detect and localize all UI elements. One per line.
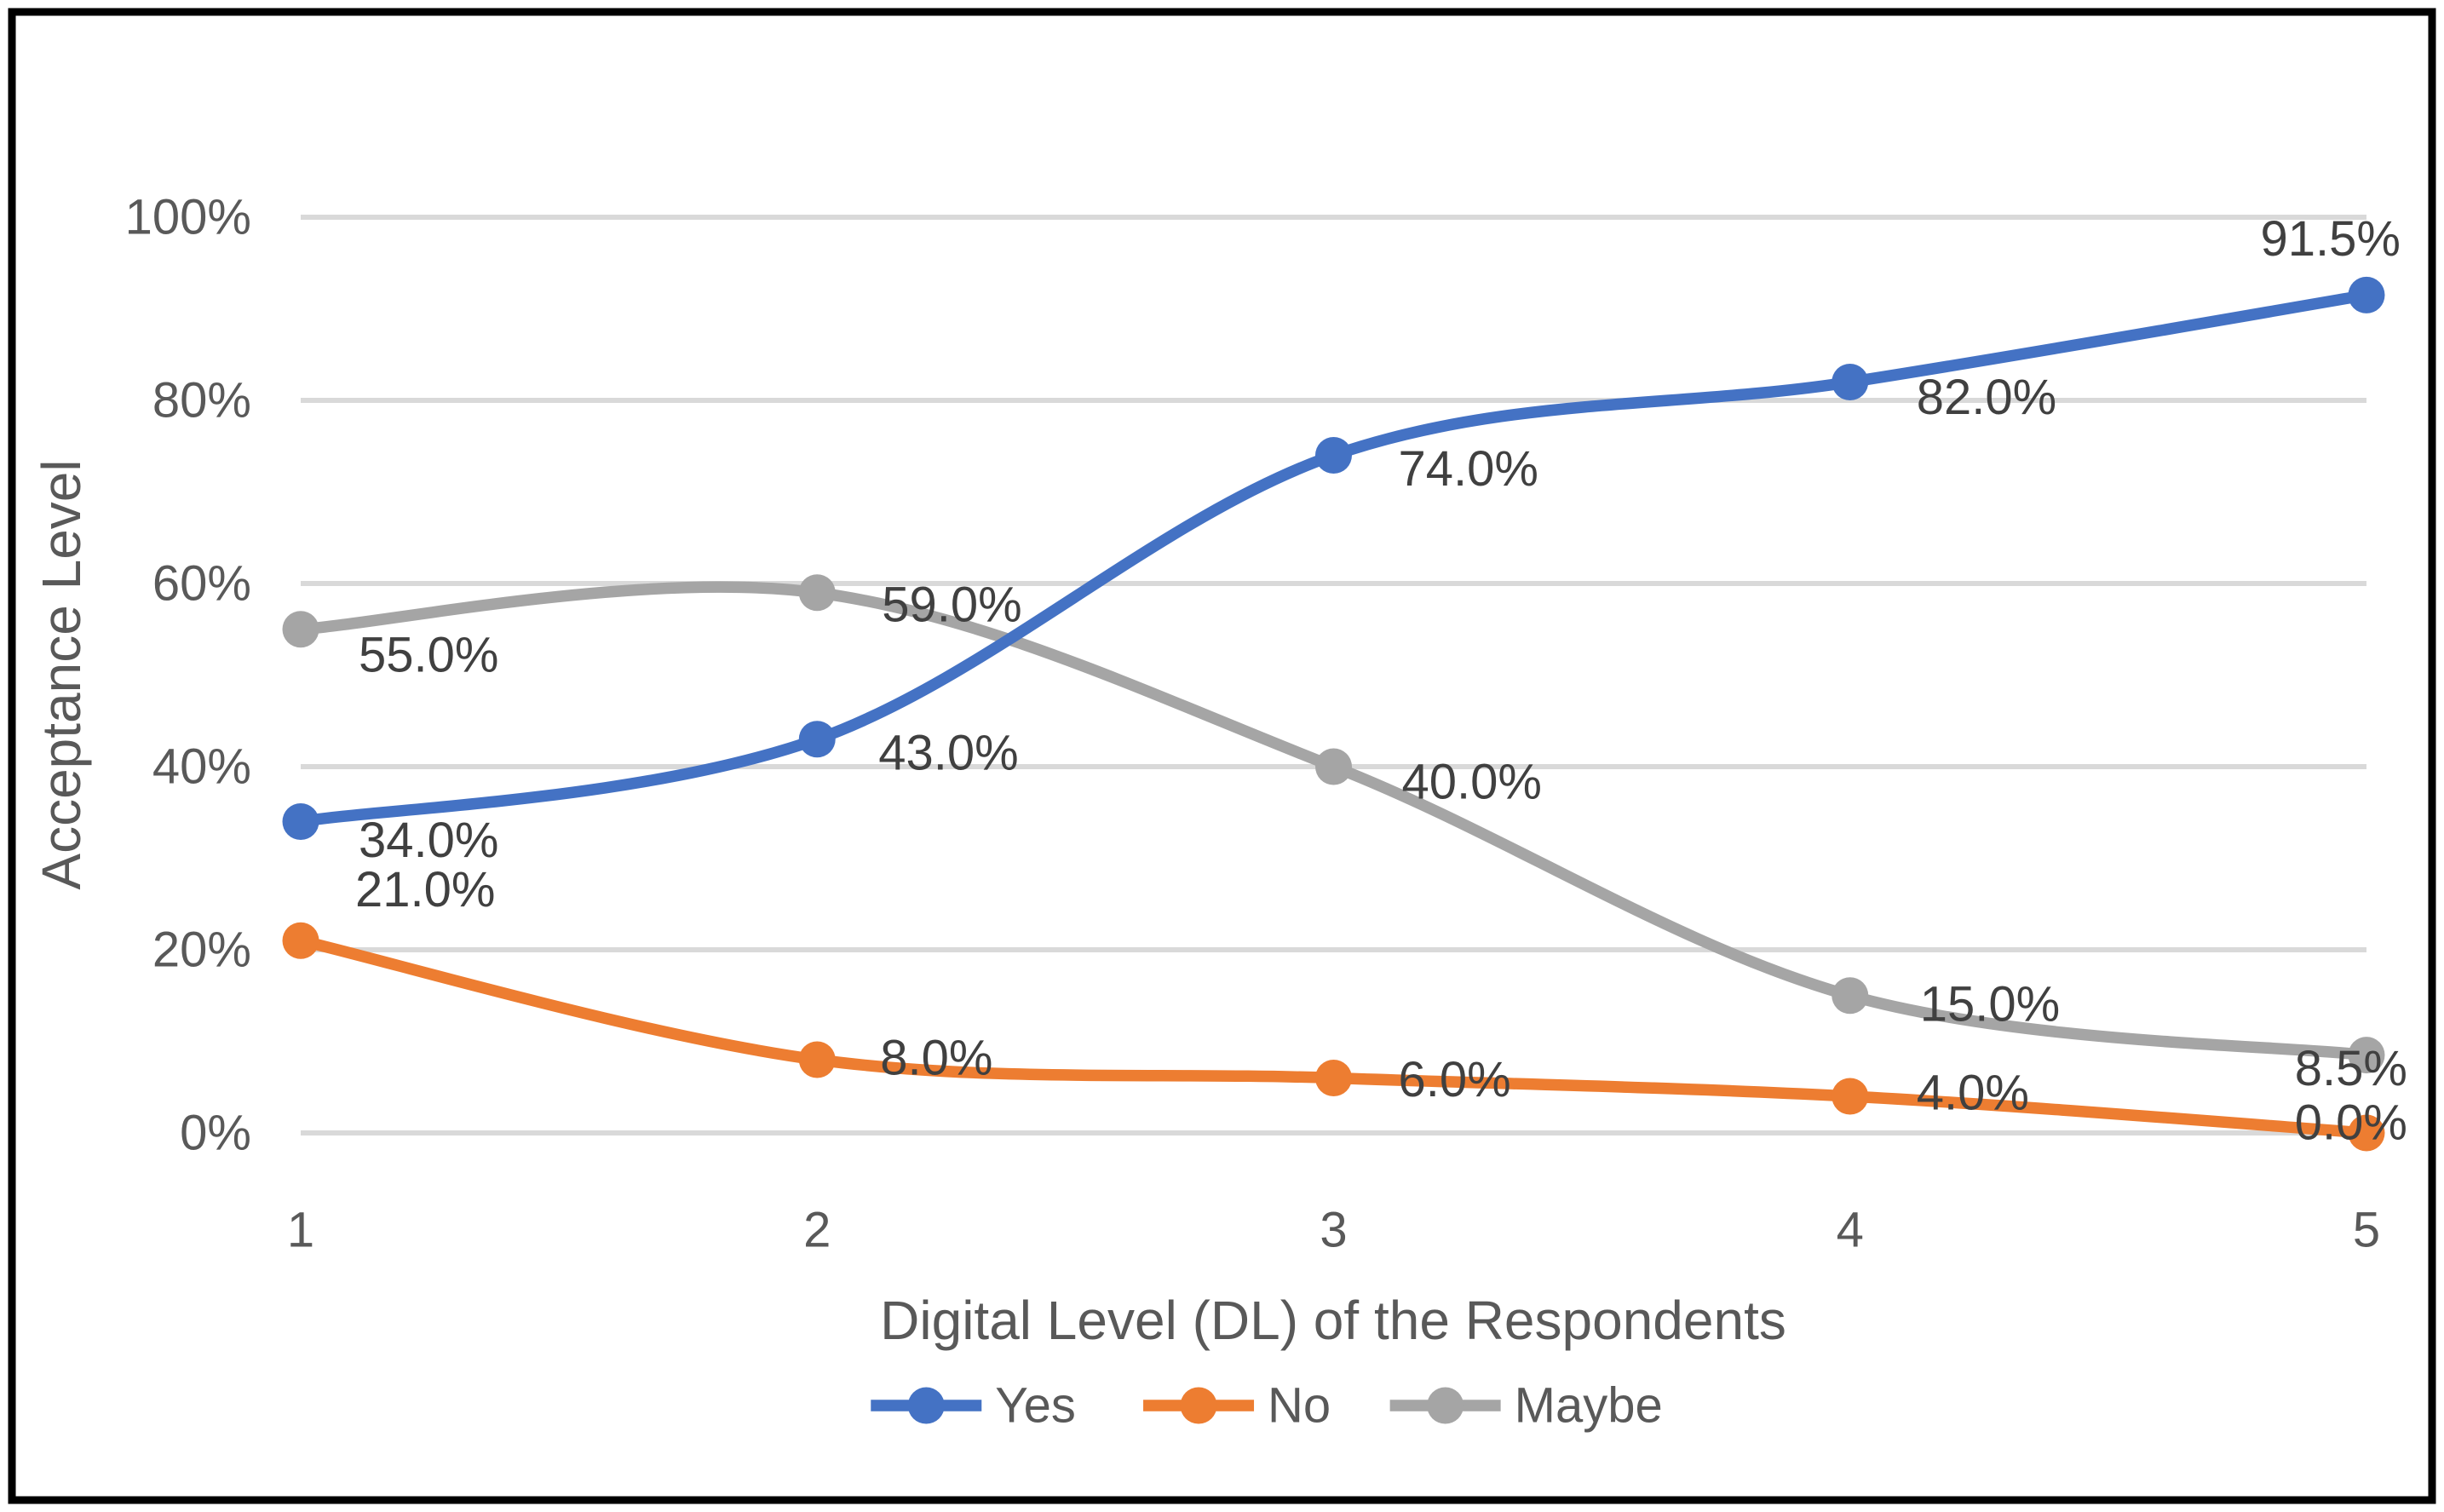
legend-label-maybe: Maybe <box>1515 1378 1663 1434</box>
chart-border <box>8 8 2436 1504</box>
legend-marker-yes-icon <box>907 1387 945 1424</box>
y-tick-label-0: 0% <box>180 1106 251 1161</box>
data-label-yes-2: 43.0% <box>878 725 1018 780</box>
series-line-yes <box>295 289 2372 828</box>
data-label-no-3: 6.0% <box>1399 1052 1511 1107</box>
series-marker-maybe-1 <box>282 611 319 648</box>
series-marker-yes-1 <box>282 803 319 840</box>
y-tick-label-3: 60% <box>152 556 251 612</box>
series-marker-no-4 <box>1832 1078 1869 1115</box>
data-label-maybe-5: 8.5% <box>2295 1041 2407 1096</box>
y-tick-label-1: 20% <box>152 923 251 978</box>
series-marker-maybe-4 <box>1832 977 1869 1015</box>
legend: Yes No Maybe <box>871 1378 1663 1434</box>
data-label-no-5: 0.0% <box>2295 1095 2407 1151</box>
legend-item-no: No <box>1143 1378 1331 1434</box>
legend-item-maybe: Maybe <box>1389 1378 1663 1434</box>
x-tick-label-3: 4 <box>1837 1203 1864 1258</box>
x-tick-label-1: 2 <box>803 1203 831 1258</box>
data-label-maybe-1: 55.0% <box>359 627 498 682</box>
x-tick-label-2: 3 <box>1320 1203 1347 1258</box>
series-marker-no-2 <box>798 1041 836 1078</box>
series-marker-maybe-3 <box>1315 748 1352 785</box>
series-marker-no-1 <box>282 922 319 959</box>
legend-label-yes: Yes <box>995 1378 1076 1434</box>
legend-label-no: No <box>1268 1378 1331 1434</box>
data-label-maybe-3: 40.0% <box>1402 755 1542 810</box>
series-marker-yes-2 <box>798 721 836 758</box>
data-label-maybe-2: 59.0% <box>882 577 1021 632</box>
data-label-yes-1: 34.0% <box>359 813 498 868</box>
series-marker-maybe-2 <box>798 574 836 612</box>
legend-item-yes: Yes <box>871 1378 1076 1434</box>
series-marker-yes-3 <box>1315 437 1352 474</box>
series-group <box>282 276 2385 1152</box>
data-label-no-2: 8.0% <box>880 1031 992 1086</box>
y-axis-title: Acceptance Level <box>31 459 92 889</box>
series-yes <box>282 276 2385 840</box>
data-label-no-4: 4.0% <box>1917 1066 2029 1121</box>
series-marker-maybe-5 <box>2348 1037 2385 1074</box>
data-label-maybe-4: 15.0% <box>1920 976 2060 1032</box>
legend-marker-maybe-icon <box>1427 1387 1464 1424</box>
series-marker-yes-5 <box>2348 276 2385 313</box>
series-marker-yes-4 <box>1832 364 1869 400</box>
data-label-yes-5: 91.5% <box>2261 211 2401 267</box>
x-tick-label-0: 1 <box>287 1203 314 1258</box>
x-axis-title: Digital Level (DL) of the Respondents <box>880 1290 1786 1351</box>
y-tick-label-5: 100% <box>125 190 251 245</box>
series-marker-no-3 <box>1315 1060 1352 1096</box>
series-maybe <box>282 574 2385 1074</box>
y-tick-label-2: 40% <box>152 739 251 795</box>
data-labels: 34.0% 43.0% 74.0% 82.0% 91.5% 21.0% 8.0% 6.0% 4.… <box>355 211 2407 1151</box>
series-marker-no-5 <box>2348 1114 2385 1152</box>
data-label-yes-4: 82.0% <box>1917 370 2056 425</box>
data-label-no-1: 21.0% <box>355 862 495 917</box>
y-tick-label-4: 80% <box>152 373 251 428</box>
axis-labels: 0% 20% 40% 60% 80% 100% 1 2 3 4 5 Digital Level (DL… <box>31 190 2380 1352</box>
series-no <box>282 922 2385 1152</box>
data-label-yes-3: 74.0% <box>1399 441 1538 497</box>
x-tick-label-4: 5 <box>2353 1203 2380 1258</box>
legend-marker-no-icon <box>1180 1387 1217 1424</box>
